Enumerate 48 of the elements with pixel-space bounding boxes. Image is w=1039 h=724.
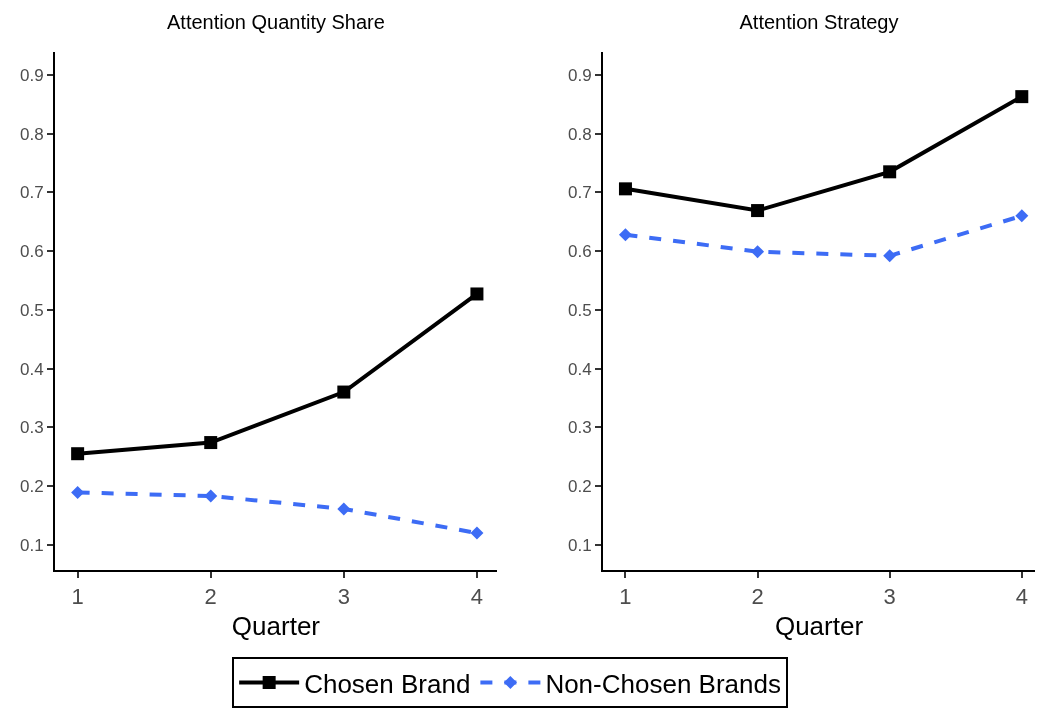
point [470,287,484,301]
point [883,165,897,179]
y-tick-label: 0.3 [567,418,592,438]
chart-title: Attention Strategy [739,10,899,33]
point [470,526,484,540]
x-axis-title: Quarter [774,610,864,641]
y-tick-label: 0.6 [567,242,592,262]
x-tick-label: 2 [204,584,217,610]
x-tick-label: 1 [619,584,632,610]
point [71,447,85,461]
y-tick-label: 0.1 [19,535,44,555]
x-tick-label: 4 [470,584,484,610]
y-tick-label: 0.2 [19,476,44,496]
point [751,204,765,218]
y-tick-label: 0.1 [567,535,592,555]
y-tick-label: 0.3 [19,418,44,438]
point [204,436,218,450]
point [71,485,85,499]
point [883,249,897,263]
x-tick-label: 2 [751,584,764,610]
y-tick-label: 0.9 [567,65,592,85]
y-tick-label: 0.4 [19,359,44,379]
point [204,489,218,503]
point [751,245,765,259]
legend-label: Chosen Brand [304,668,471,699]
y-tick-label: 0.6 [19,242,44,262]
x-tick-label: 3 [337,584,350,610]
x-tick-label: 1 [71,584,84,610]
x-tick-label: 4 [1015,584,1028,610]
chart-title: Attention Quantity Share [166,10,385,33]
legend-label: Non-Chosen Brands [545,668,781,699]
point [337,502,351,516]
y-tick-label: 0.5 [19,300,44,320]
point [1015,90,1029,104]
point [618,228,632,242]
y-tick-label: 0.9 [19,65,44,85]
y-tick-label: 0.5 [567,300,592,320]
y-tick-label: 0.4 [567,359,592,379]
x-tick-label: 3 [883,584,896,610]
y-tick-label: 0.8 [19,124,44,144]
y-tick-label: 0.7 [19,183,44,203]
point [1015,209,1029,223]
point [618,182,632,196]
x-axis-title: Quarter [231,610,321,641]
y-tick-label: 0.2 [567,476,592,496]
y-tick-label: 0.7 [567,183,592,203]
point [337,385,351,399]
y-tick-label: 0.8 [567,124,592,144]
